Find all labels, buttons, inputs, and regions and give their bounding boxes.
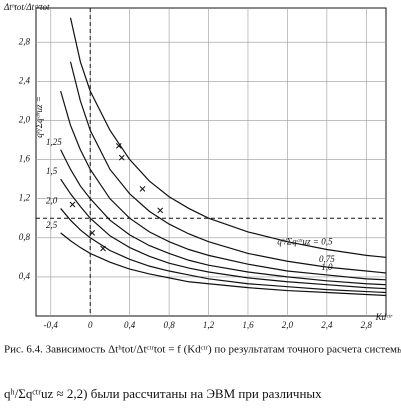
y-tick-label: 2,4 [19, 75, 31, 85]
curve [60, 149, 386, 286]
data-point [115, 143, 122, 149]
curve-label: 1,0 [321, 262, 333, 272]
x-tick-label: -0,4 [44, 320, 59, 330]
curve-label: 1,25 [46, 137, 62, 147]
curve-label-title: qʰ/Σqᶜᵗʳuz = [277, 237, 319, 247]
curve-label: 2,0 [46, 196, 58, 206]
curve-label: 1,5 [46, 166, 58, 176]
curve [60, 90, 386, 281]
data-point [100, 245, 106, 252]
y-tick-label: 0,4 [19, 271, 31, 281]
data-point [89, 230, 96, 236]
curve [60, 178, 386, 290]
caption: Рис. 6.4. Зависимость Δtʰtot/Δtᶜᵗʳtot = … [4, 344, 401, 356]
curve-label: 0,5 [321, 237, 333, 247]
y-tick-label: 2,8 [19, 36, 31, 46]
curve [69, 17, 386, 258]
x-axis-label: Kdᶜᵗʳ [375, 312, 393, 322]
body-text: qʰ/Σqᶜᵗʳuz ≈ 2,2) были рассчитаны на ЭВМ… [4, 386, 322, 401]
x-tick-label: 2,8 [361, 320, 373, 330]
y-tick-label: 2,0 [19, 115, 31, 125]
curve-label: 0,75 [319, 254, 335, 264]
y-tick-label: 1,6 [19, 154, 31, 164]
y-tick-label: 0,8 [19, 232, 31, 242]
data-point [118, 154, 125, 161]
x-tick-label: 0 [88, 320, 93, 330]
curve-label-title: qʰ/Σqᶜᵗʳuz = [34, 96, 44, 138]
data-point [139, 186, 146, 192]
y-axis-label: Δtʰtot/Δtᶜᵗʳtot [3, 2, 50, 12]
plot-frame [35, 7, 387, 317]
data-point [157, 207, 164, 214]
data-point [69, 201, 76, 208]
x-tick-label: 1,2 [203, 320, 215, 330]
x-tick-label: 0,4 [124, 320, 136, 330]
curve [60, 208, 386, 294]
x-tick-label: 0,8 [163, 320, 175, 330]
curve [60, 232, 386, 297]
y-tick-label: 1,2 [19, 193, 31, 203]
curve-label: 2,5 [46, 220, 58, 230]
x-tick-label: 1,6 [242, 320, 254, 330]
x-tick-label: 2,0 [282, 320, 294, 330]
curve [69, 61, 386, 274]
x-tick-label: 2,4 [321, 320, 333, 330]
